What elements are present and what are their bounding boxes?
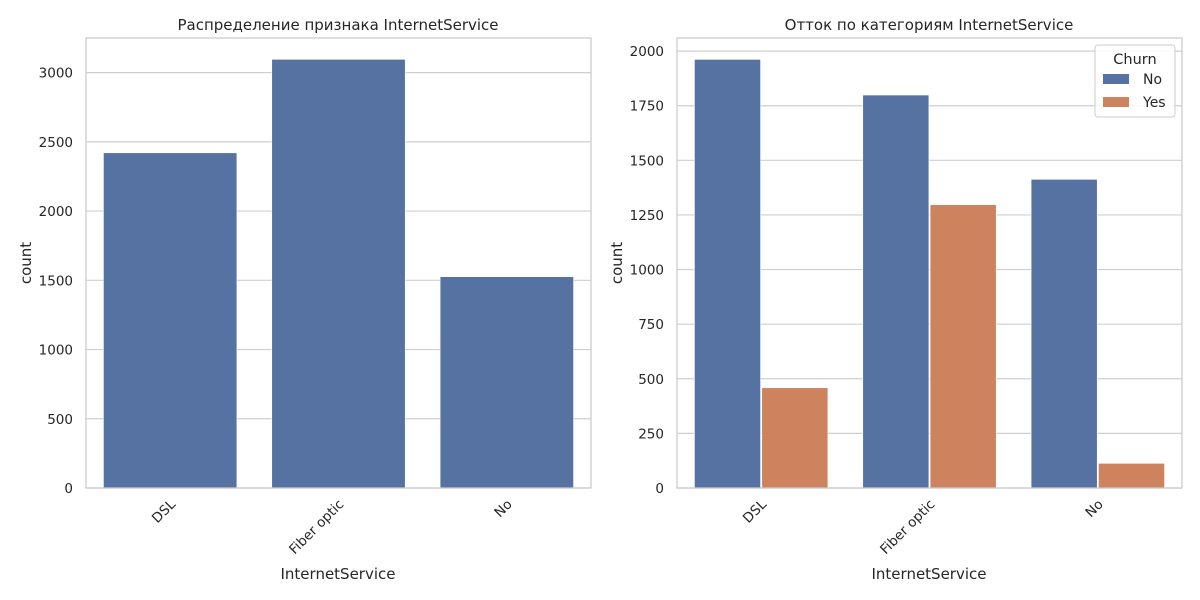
- y-tick-label: 1000: [39, 343, 73, 359]
- bar-no-yes: [1098, 463, 1165, 489]
- x-axis-label: InternetService: [281, 565, 396, 583]
- legend-label-no: No: [1143, 72, 1162, 88]
- y-tick-label: 1500: [630, 153, 664, 169]
- y-tick-label: 250: [638, 426, 664, 442]
- y-tick-label: 2000: [630, 44, 664, 60]
- chart-title: Отток по категориям InternetService: [785, 16, 1074, 34]
- bars: [694, 59, 1165, 489]
- y-tick-label: 1500: [39, 273, 73, 289]
- legend-label-yes: Yes: [1142, 95, 1166, 111]
- y-tick-label: 0: [655, 481, 664, 497]
- bar-dsl: [103, 152, 238, 489]
- y-tick-label: 500: [638, 372, 664, 388]
- y-tick-label: 2500: [39, 135, 73, 151]
- y-tick-label: 500: [47, 412, 73, 428]
- legend-swatch-no: [1103, 74, 1129, 84]
- bar-fiber-optic-yes: [929, 204, 997, 489]
- y-axis-label: count: [608, 242, 626, 284]
- y-tick-label: 1000: [630, 263, 664, 279]
- bar-no: [439, 276, 574, 489]
- legend-swatch-yes: [1103, 97, 1129, 107]
- y-tick-label: 1250: [630, 208, 664, 224]
- plot-frame: [676, 37, 1183, 489]
- legend-title: Churn: [1113, 52, 1156, 68]
- y-tick-labels: 0 250 500 750 1000 1250 1500 1750 2000: [630, 44, 664, 497]
- bar-dsl-no: [694, 59, 761, 489]
- y-tick-label: 0: [64, 481, 73, 497]
- chart-distribution: Распределение признака InternetService 0…: [17, 16, 592, 583]
- bar-no-no: [1030, 179, 1098, 489]
- chart-title: Распределение признака InternetService: [177, 16, 498, 34]
- x-axis-label: InternetService: [872, 565, 987, 583]
- plot-frame: [85, 37, 592, 489]
- y-axis-label: count: [17, 242, 35, 284]
- y-tick-labels: 0 500 1000 1500 2000 2500 3000: [39, 66, 73, 497]
- bar-dsl-yes: [761, 387, 829, 489]
- y-tick-label: 2000: [39, 204, 73, 220]
- legend: Churn No Yes: [1094, 44, 1176, 118]
- y-tick-label: 1750: [630, 99, 664, 115]
- y-tick-label: 750: [638, 317, 664, 333]
- chart-churn: Отток по категориям InternetService 0 250…: [608, 16, 1183, 583]
- y-tick-label: 3000: [39, 66, 73, 82]
- bars: [103, 59, 574, 489]
- bar-fiber-optic-no: [862, 94, 930, 489]
- bar-fiber-optic: [271, 59, 406, 489]
